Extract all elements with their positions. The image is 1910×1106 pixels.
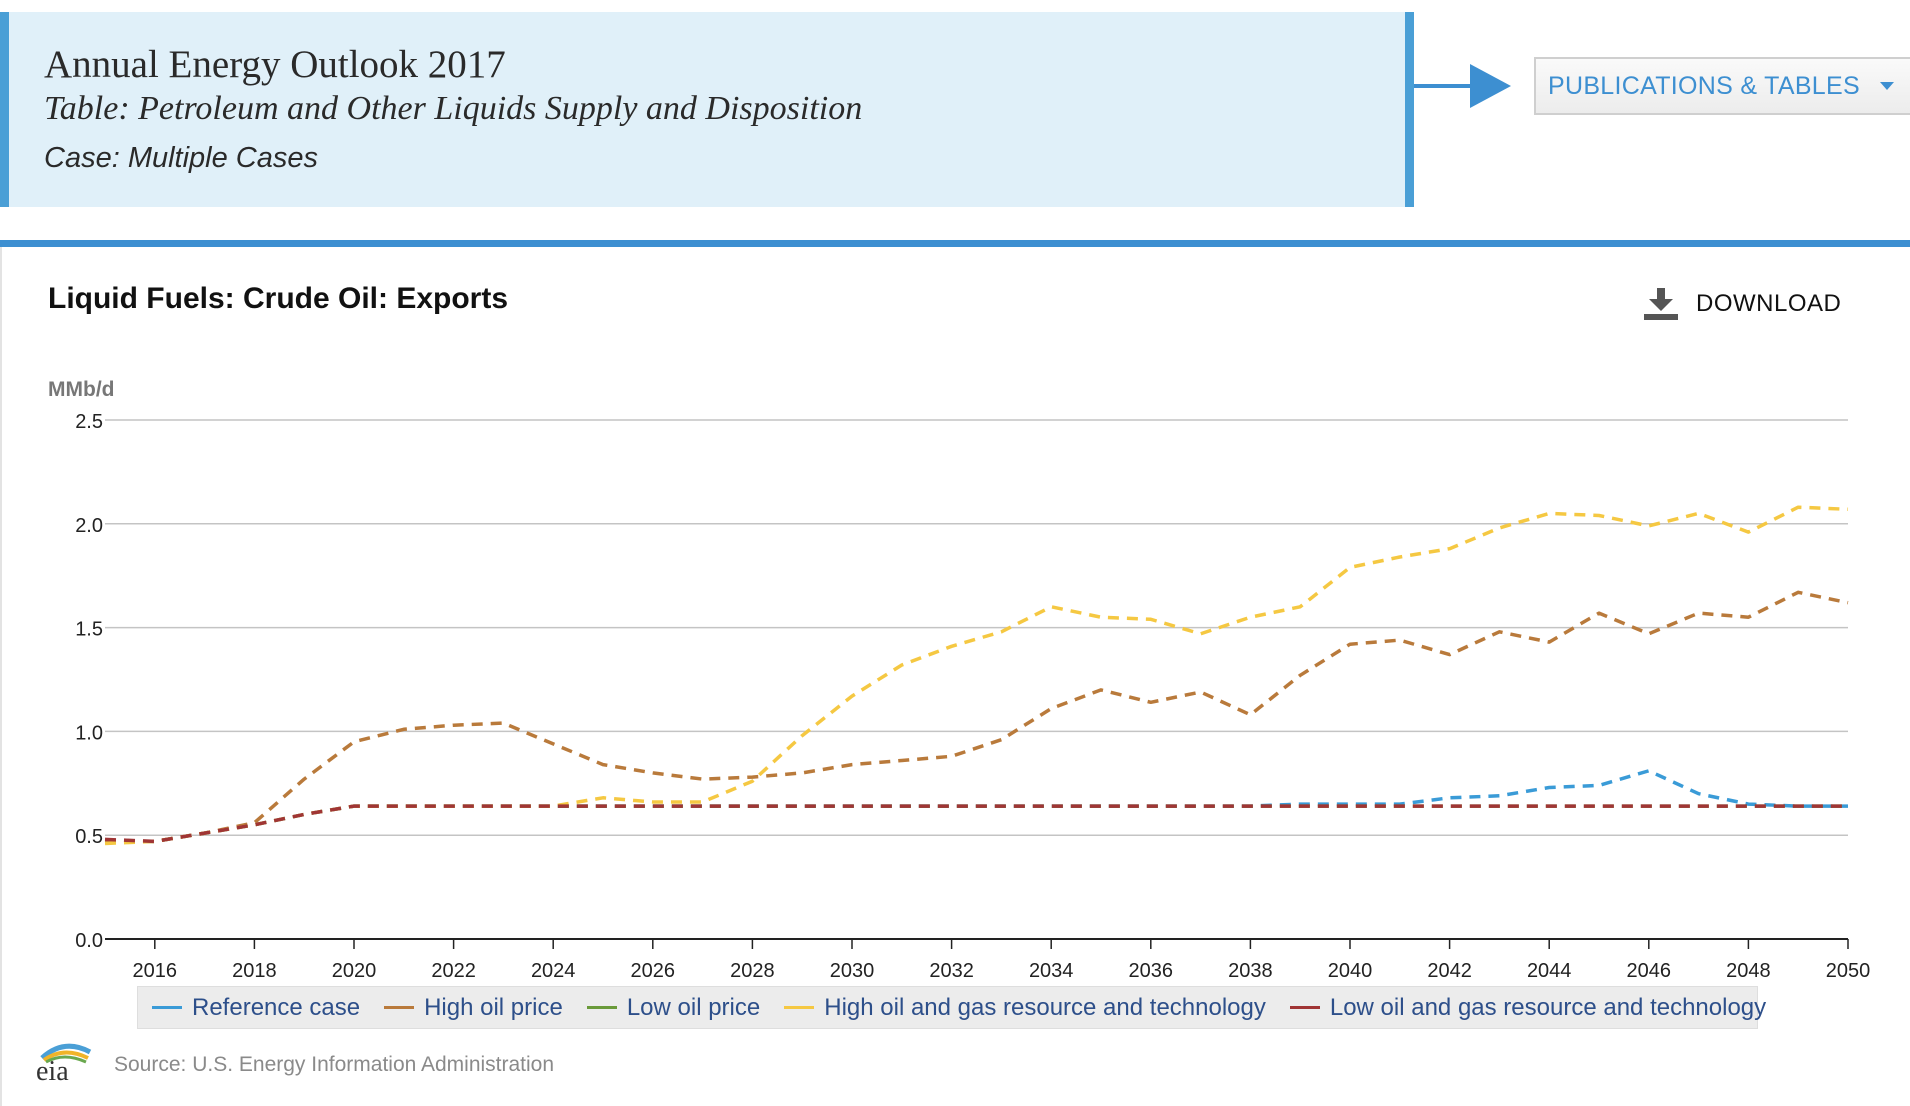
caret-down-icon — [1879, 82, 1894, 90]
x-tick-label: 2044 — [1527, 960, 1572, 980]
report-header: Annual Energy Outlook 2017 Table: Petrol… — [0, 12, 1414, 207]
publications-tables-dropdown[interactable]: PUBLICATIONS & TABLES — [1534, 57, 1910, 115]
download-icon — [1644, 288, 1678, 320]
x-tick-label: 2042 — [1427, 960, 1472, 980]
legend-label: High oil and gas resource and technology — [824, 993, 1266, 1021]
y-tick-label: 1.0 — [75, 722, 103, 744]
x-tick-label: 2020 — [332, 960, 377, 980]
publications-tables-label: PUBLICATIONS & TABLES — [1548, 71, 1860, 100]
report-table-name: Table: Petroleum and Other Liquids Suppl… — [44, 90, 863, 127]
x-tick-label: 2028 — [730, 960, 775, 980]
svg-text:eia: eia — [36, 1056, 69, 1082]
legend-item[interactable]: Low oil and gas resource and technology — [1289, 993, 1767, 1022]
x-tick-label: 2048 — [1726, 960, 1771, 980]
series-line-high-oil-and-gas-resource-and-technology — [104, 505, 1849, 846]
series-line-high-oil-price — [105, 590, 1849, 844]
download-label: DOWNLOAD — [1696, 290, 1842, 317]
legend-swatch — [784, 1006, 815, 1009]
eia-logo: eia — [36, 1043, 92, 1082]
x-tick-label: 2036 — [1129, 960, 1174, 980]
x-tick-label: 2026 — [631, 960, 676, 980]
x-tick-label: 2022 — [431, 960, 476, 980]
x-tick-label: 2030 — [830, 960, 875, 980]
legend-item[interactable]: Low oil price — [586, 993, 761, 1022]
legend-label: Reference case — [192, 993, 361, 1021]
legend-label: Low oil price — [626, 993, 761, 1021]
download-button[interactable]: DOWNLOAD — [1644, 288, 1841, 320]
y-tick-label: 2.5 — [75, 411, 103, 433]
x-tick-label: 2018 — [232, 960, 277, 980]
chart-legend: Reference case High oil price Low oil pric… — [137, 986, 1766, 1029]
legend-item[interactable]: High oil and gas resource and technology — [784, 994, 1266, 1022]
y-tick-label: 2.0 — [75, 515, 103, 537]
x-tick-label: 2038 — [1228, 960, 1273, 980]
legend-swatch — [384, 1006, 415, 1009]
chart-card — [0, 247, 1910, 1106]
x-tick-label: 2016 — [133, 960, 178, 980]
series-line-low-oil-price — [105, 804, 1848, 844]
x-tick-label: 2032 — [929, 960, 974, 980]
y-tick-label: 0.0 — [75, 930, 103, 952]
report-case: Case: Multiple Cases — [44, 142, 318, 174]
header-divider — [0, 240, 1910, 247]
y-tick-label: 0.5 — [75, 826, 103, 848]
legend-swatch — [586, 1006, 617, 1009]
chart-title: Liquid Fuels: Crude Oil: Exports — [48, 282, 509, 315]
x-tick-label: 2046 — [1627, 960, 1672, 980]
x-tick-label: 2040 — [1328, 960, 1373, 980]
legend-swatch — [152, 1006, 182, 1009]
legend-label: High oil price — [424, 993, 563, 1021]
arrow-right-icon — [1414, 64, 1511, 108]
series-line-low-oil-and-gas-resource-and-technology — [104, 804, 1848, 844]
report-title: Annual Energy Outlook 2017 — [44, 43, 506, 86]
x-tick-label: 2034 — [1029, 960, 1074, 980]
exports-line-chart: MMb/d 0.0 0.5 1.0 1.5 2.0 2.5 2016 2018 2020 2022 2… — [48, 378, 1871, 980]
source-note: Source: U.S. Energy Information Administ… — [114, 1053, 555, 1076]
x-tick-label: 2024 — [531, 960, 576, 980]
legend-item[interactable]: High oil price — [384, 994, 563, 1022]
legend-swatch — [1289, 1006, 1320, 1009]
legend-label: Low oil and gas resource and technology — [1329, 993, 1767, 1021]
x-tick-label: 2050 — [1826, 960, 1871, 980]
y-tick-label: 1.5 — [75, 619, 103, 641]
y-axis-label: MMb/d — [48, 378, 114, 401]
legend-item[interactable]: Reference case — [152, 994, 360, 1022]
